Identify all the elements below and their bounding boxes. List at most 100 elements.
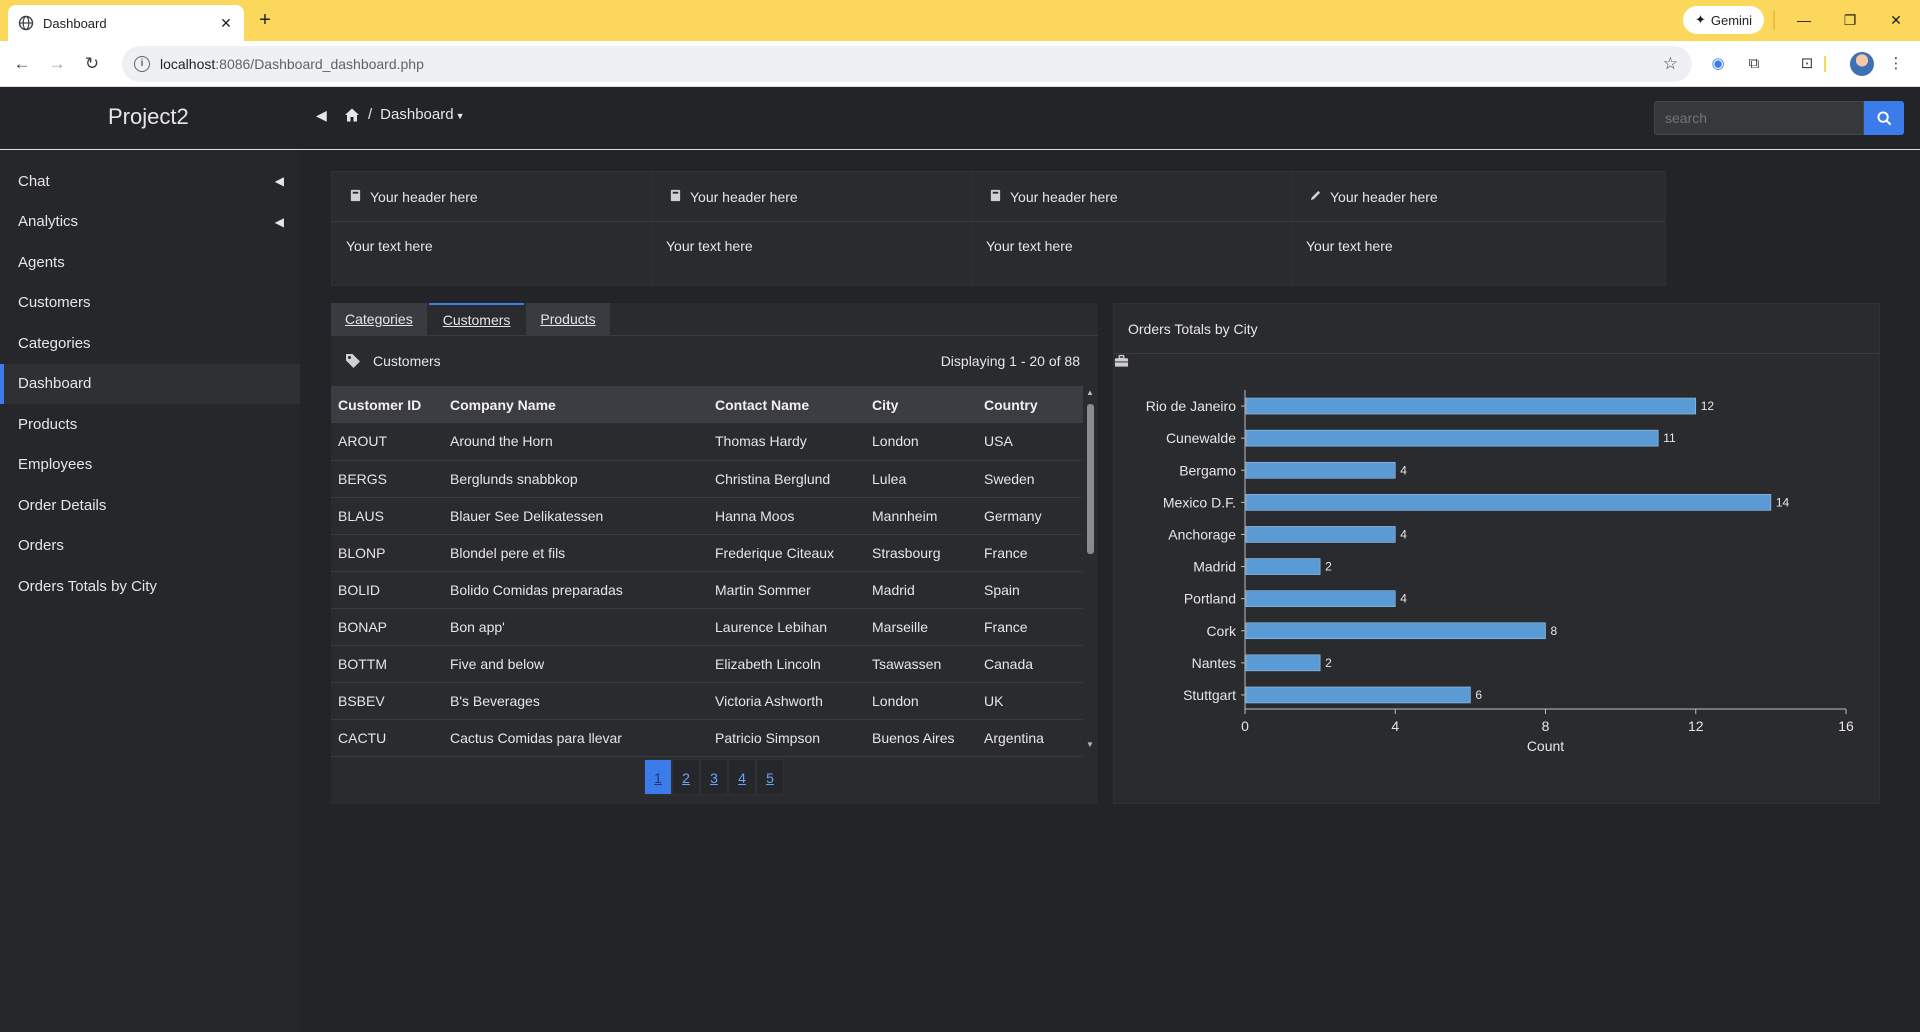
bar[interactable] <box>1245 686 1471 704</box>
info-card: Your header here Your text here <box>971 171 1346 286</box>
sidebar-item-customers[interactable]: Customers <box>0 283 300 324</box>
screen-record-icon[interactable]: ◉ <box>1711 55 1725 72</box>
table-cell: Blauer See Delikatessen <box>443 497 708 535</box>
bookmark-star-icon[interactable]: ☆ <box>1662 54 1678 73</box>
table-row[interactable]: BLONP Blondel pere et fils Frederique Cite… <box>331 534 1083 572</box>
extensions-icon[interactable]: ⧉ <box>1748 55 1760 72</box>
bar[interactable] <box>1245 397 1697 415</box>
breadcrumb-current[interactable]: Dashboard ▼ <box>380 106 465 123</box>
brand-title[interactable]: Project2 <box>108 104 189 129</box>
column-header[interactable]: City <box>865 386 977 423</box>
table-cell: Germany <box>977 497 1083 535</box>
table-scrollbar[interactable]: ▲ ▼ <box>1083 386 1098 751</box>
scrollbar-thumb[interactable] <box>1087 404 1094 554</box>
table-row[interactable]: BONAP Bon app' Laurence Lebihan Marseille Fr… <box>331 608 1083 646</box>
sidebar-item-analytics[interactable]: Analytics ◀ <box>0 202 300 243</box>
table-cell: Canada <box>977 645 1083 683</box>
grid-tabs: Categories Customers Products <box>331 303 612 335</box>
breadcrumb-separator: / <box>368 106 373 123</box>
chevron-left-icon[interactable]: ◀ <box>274 214 284 229</box>
table-row[interactable]: BLAUS Blauer See Delikatessen Hanna Moos Ma… <box>331 497 1083 535</box>
browser-tab-title: Dashboard <box>43 15 107 31</box>
bar[interactable] <box>1245 494 1772 511</box>
column-header[interactable]: Country <box>977 386 1083 423</box>
tab-categories[interactable]: Categories <box>331 303 427 335</box>
bar[interactable] <box>1245 622 1546 640</box>
table-cell: Strasbourg <box>865 534 977 572</box>
table-row[interactable]: BOLID Bolido Comidas preparadas Martin Som… <box>331 571 1083 609</box>
close-tab-icon[interactable]: ✕ <box>220 14 232 31</box>
sidebar-item-label: Employees <box>18 456 93 474</box>
tab-customers[interactable]: Customers <box>428 303 525 335</box>
tab-products[interactable]: Products <box>526 303 610 335</box>
grid-header: Customers Displaying 1 - 20 of 88 <box>331 335 1098 386</box>
sidebar-item-categories[interactable]: Categories <box>0 323 300 364</box>
restore-icon[interactable]: ❐ <box>1843 12 1857 28</box>
sidebar-item-label: Products <box>18 415 78 433</box>
table-row[interactable]: AROUT Around the Horn Thomas Hardy London US… <box>331 423 1083 461</box>
window-close-icon[interactable]: ✕ <box>1890 12 1902 28</box>
back-icon[interactable]: ← <box>13 54 31 73</box>
bar-value-label: 6 <box>1475 688 1482 702</box>
x-tick-label: 4 <box>1391 718 1399 734</box>
table-cell: Blondel pere et fils <box>443 534 708 572</box>
collapse-sidebar-icon[interactable]: ◀ <box>316 107 327 123</box>
table-cell: Bolido Comidas preparadas <box>443 571 708 609</box>
scroll-down-icon[interactable]: ▼ <box>1086 740 1094 749</box>
sidebar-item-label: Categories <box>18 334 91 352</box>
bar[interactable] <box>1245 461 1396 479</box>
profile-avatar[interactable] <box>1850 52 1874 76</box>
table-cell: USA <box>977 423 1083 461</box>
bar-value-label: 8 <box>1551 624 1558 638</box>
sidebar-item-chat[interactable]: Chat ◀ <box>0 161 300 202</box>
page-button-2[interactable]: 2 <box>672 759 700 795</box>
sidebar-item-products[interactable]: Products <box>0 404 300 445</box>
search-button[interactable] <box>1864 101 1904 135</box>
tab-search-icon[interactable]: ⊡ <box>1800 55 1814 72</box>
browser-tab[interactable]: Dashboard ✕ <box>8 5 244 41</box>
browser-tabstrip: Dashboard ✕ + ✦ Gemini — ❐ ✕ <box>0 0 1920 41</box>
sidebar-item-orders-totals-by-city[interactable]: Orders Totals by City <box>0 566 300 607</box>
table-cell: Lulea <box>865 460 977 498</box>
scroll-up-icon[interactable]: ▲ <box>1086 388 1094 397</box>
page-button-5[interactable]: 5 <box>756 759 784 795</box>
page-button-4[interactable]: 4 <box>728 759 756 795</box>
column-header[interactable]: Company Name <box>443 386 708 423</box>
column-header[interactable]: Customer ID <box>331 386 443 423</box>
reload-icon[interactable]: ↻ <box>84 54 100 73</box>
home-icon[interactable] <box>344 107 360 123</box>
table-cell: Around the Horn <box>443 423 708 461</box>
sidebar-item-employees[interactable]: Employees <box>0 445 300 486</box>
table-cell: Spain <box>977 571 1083 609</box>
forward-icon[interactable]: → <box>48 54 66 73</box>
bar[interactable] <box>1245 590 1396 607</box>
chevron-left-icon[interactable]: ◀ <box>274 174 284 189</box>
table-row[interactable]: CACTU Cactus Comidas para llevar Patricio … <box>331 719 1083 757</box>
table-cell: Elizabeth Lincoln <box>708 645 865 683</box>
new-tab-button[interactable]: + <box>259 9 271 31</box>
x-tick-label: 12 <box>1688 718 1704 734</box>
sidebar-item-dashboard[interactable]: Dashboard <box>0 363 300 404</box>
column-header[interactable]: Contact Name <box>708 386 865 423</box>
table-row[interactable]: BSBEV B's Beverages Victoria Ashworth Londo… <box>331 682 1083 720</box>
x-axis-label: Count <box>1527 738 1564 754</box>
search-input[interactable] <box>1654 101 1864 135</box>
sidebar-item-order-details[interactable]: Order Details <box>0 485 300 526</box>
minimize-icon[interactable]: — <box>1797 12 1811 28</box>
bar[interactable] <box>1245 654 1321 672</box>
sidebar-item-agents[interactable]: Agents <box>0 242 300 283</box>
bar[interactable] <box>1245 526 1396 543</box>
page-button-1[interactable]: 1 <box>644 759 672 795</box>
table-row[interactable]: BOTTM Five and below Elizabeth Lincoln Tsaw… <box>331 645 1083 683</box>
gemini-button[interactable]: ✦ Gemini <box>1683 6 1764 34</box>
menu-dots-icon[interactable]: ⋮ <box>1888 55 1904 72</box>
address-bar[interactable]: i localhost:8086/Dashboard_dashboard.php… <box>122 46 1692 82</box>
table-row[interactable]: BERGS Berglunds snabbkop Christina Berglun… <box>331 460 1083 498</box>
bar[interactable] <box>1245 429 1659 447</box>
card-body-text: Your text here <box>346 238 433 254</box>
sidebar-item-orders[interactable]: Orders <box>0 526 300 567</box>
page-button-3[interactable]: 3 <box>700 759 728 795</box>
table-cell: UK <box>977 682 1083 720</box>
site-info-icon[interactable]: i <box>134 56 150 72</box>
bar[interactable] <box>1245 558 1321 575</box>
